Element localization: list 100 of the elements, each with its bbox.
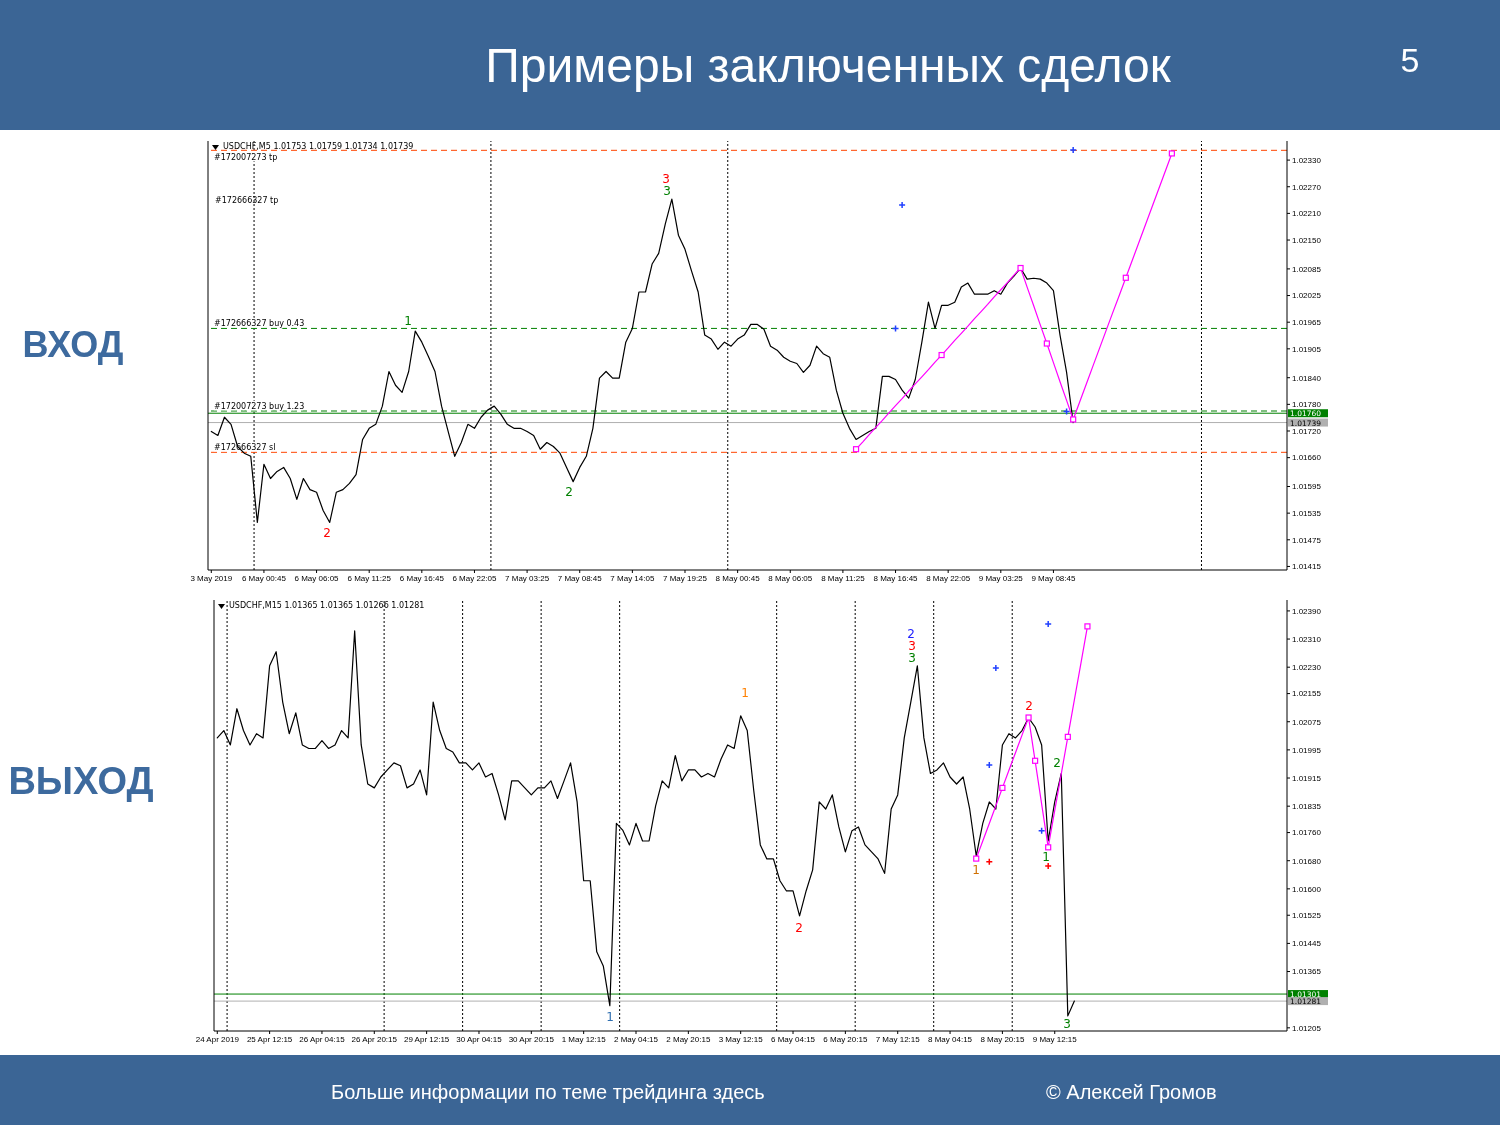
y-tick-label: 1.01535: [1292, 509, 1322, 518]
x-tick-label: 6 May 00:45: [241, 573, 287, 583]
y-tick-label: 1.01915: [1292, 773, 1322, 783]
x-tick-label: 6 May 22:05: [452, 573, 498, 583]
point: [1084, 623, 1091, 630]
x-tick-label: 8 May 22:05: [926, 573, 971, 583]
point: [1045, 844, 1052, 851]
annotation: 2: [1052, 756, 1062, 770]
annotation: 3: [662, 184, 672, 198]
text: © Алексей Громов: [1046, 1080, 1218, 1105]
y-tick-label: 1.01415: [1292, 562, 1322, 572]
y-tick-label: 1.01760: [1292, 828, 1322, 838]
y-tick-label: 1.01525: [1292, 911, 1322, 921]
annotation: 1: [605, 1010, 615, 1024]
x-tick-label: 2 May 04:15: [613, 1034, 659, 1044]
annotation: 1: [1041, 850, 1051, 864]
annotation: 2: [794, 921, 804, 935]
x-tick-label: 6 May 04:15: [771, 1034, 816, 1044]
annotation: #172666327 tp: [215, 196, 279, 206]
annotation: 1: [971, 863, 981, 877]
x-tick-label: 26 Apr 04:15: [299, 1034, 346, 1044]
y-tick-label: 1.02075: [1292, 717, 1322, 727]
text: ВХОД: [21, 323, 125, 367]
y-tick-label: 1.02155: [1292, 689, 1322, 699]
x-tick-label: 6 May 06:05: [294, 573, 340, 583]
y-tick-label: 1.01995: [1292, 745, 1322, 755]
x-tick-label: 2 May 20:15: [666, 1034, 711, 1044]
point: [938, 351, 945, 359]
x-tick-label: 9 May 08:45: [1031, 573, 1076, 583]
x-tick-label: 8 May 11:25: [821, 573, 866, 583]
x-tick-label: 7 May 08:45: [557, 573, 603, 583]
x-tick-label: 3 May 12:15: [718, 1034, 764, 1044]
y-tick-label: 1.01905: [1292, 344, 1322, 354]
text: 5: [1399, 40, 1421, 80]
y-tick-label: 1.01840: [1292, 373, 1322, 383]
point: [1064, 733, 1071, 740]
point: [1043, 340, 1050, 347]
point: [1032, 757, 1039, 764]
x-tick-label: 3 May 2019: [190, 573, 233, 583]
annotation: USDCHF,M5 1.01753 1.01759 1.01734 1.01739: [223, 142, 414, 152]
annotation: 3: [907, 651, 917, 665]
x-tick-label: 9 May 03:25: [978, 573, 1024, 583]
x-tick-label: 30 Apr 04:15: [456, 1034, 503, 1044]
annotation: 3: [907, 639, 917, 653]
y-tick-label: 1.02270: [1292, 182, 1322, 192]
y-tick-label: 1.01680: [1292, 856, 1322, 866]
y-tick-label: 1.02310: [1292, 634, 1322, 644]
y-tick-label: 1.02150: [1292, 235, 1322, 245]
point: [1168, 150, 1175, 157]
y-tick-label: 1.01205: [1292, 1023, 1322, 1033]
ref-line-label: #172666327 buy 0.43: [214, 319, 305, 329]
text: ВЫХОД: [7, 759, 155, 805]
x-tick-label: 8 May 04:15: [928, 1034, 973, 1044]
annotation: 2: [564, 485, 574, 499]
y-tick-label: 1.01475: [1292, 535, 1322, 545]
point: [1044, 862, 1052, 870]
annotation: 1: [403, 314, 413, 328]
point: [999, 784, 1006, 791]
x-tick-label: 7 May 03:25: [505, 573, 550, 583]
x-tick-label: 24 Apr 2019: [195, 1034, 240, 1044]
y-tick-label: 1.02085: [1292, 264, 1322, 274]
x-tick-label: 6 May 20:15: [823, 1034, 868, 1044]
y-tick-label: 1.01965: [1292, 318, 1322, 328]
point: [1069, 146, 1077, 154]
x-tick-label: 25 Apr 12:15: [246, 1034, 293, 1044]
x-tick-label: 6 May 11:25: [347, 573, 392, 583]
y-tick-label: 1.02390: [1292, 606, 1322, 616]
ref-line-label: #172007273 tp: [214, 153, 278, 163]
point: [1070, 416, 1077, 423]
point: [1122, 274, 1129, 281]
y-tick-label: 1.02330: [1292, 155, 1322, 165]
y-tick-label: 1.01600: [1292, 884, 1322, 894]
point: [1025, 714, 1032, 721]
point: [992, 664, 1000, 672]
y-tick-label: 1.01720: [1292, 426, 1322, 436]
x-tick-label: 8 May 00:45: [715, 573, 761, 583]
y-tick-label: 1.01365: [1292, 967, 1322, 977]
ref-line-label: #172007273 buy 1.23: [214, 402, 305, 412]
x-tick-label: 30 Apr 20:15: [508, 1034, 555, 1044]
point: [898, 201, 906, 209]
y-tick-label: 1.01835: [1292, 802, 1322, 812]
x-tick-label: 7 May 12:15: [875, 1034, 921, 1044]
point: [973, 855, 980, 862]
y-tick-label: 1.02230: [1292, 663, 1322, 673]
x-tick-label: 29 Apr 12:15: [403, 1034, 450, 1044]
y-tick-label: 1.01660: [1292, 453, 1322, 463]
annotation: 2: [906, 627, 916, 641]
point: [1044, 620, 1052, 628]
x-tick-label: 6 May 16:45: [399, 573, 445, 583]
x-tick-label: 8 May 16:45: [873, 573, 919, 583]
x-tick-label: 7 May 14:05: [610, 573, 655, 583]
x-tick-label: 8 May 20:15: [980, 1034, 1025, 1044]
x-tick-label: 8 May 06:05: [768, 573, 813, 583]
text: Больше информации по теме трейдинга здесь: [331, 1080, 766, 1105]
x-tick-label: 1 May 12:15: [561, 1034, 607, 1044]
x-tick-label: 26 Apr 20:15: [351, 1034, 398, 1044]
annotation: 3: [661, 172, 671, 186]
annotation: 1: [740, 686, 750, 700]
annotation: 2: [322, 526, 332, 540]
y-tick-label: 1.01780: [1292, 400, 1322, 410]
